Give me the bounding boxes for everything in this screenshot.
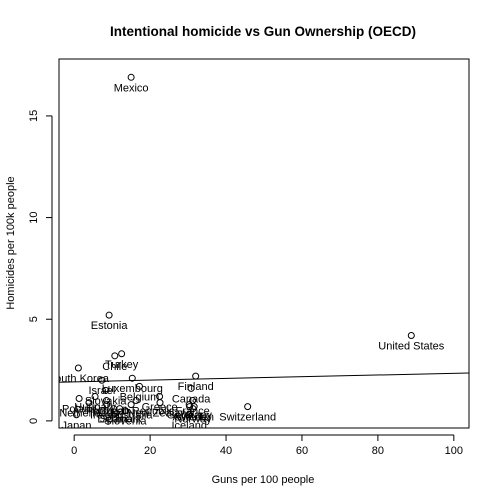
x-tick-label: 80 xyxy=(372,445,384,457)
x-axis-label: Guns per 100 people xyxy=(212,474,315,486)
point-label: Luxembourg xyxy=(102,383,163,395)
y-tick-label: 5 xyxy=(28,316,40,322)
data-point xyxy=(135,382,143,390)
point-label: Turkey xyxy=(105,359,139,371)
point-label: Estonia xyxy=(91,320,129,332)
x-tick-label: 20 xyxy=(144,445,156,457)
data-points xyxy=(72,73,415,419)
x-tick-label: 100 xyxy=(445,445,463,457)
y-axis: 0 5 10 15 xyxy=(28,110,53,424)
y-tick-label: 0 xyxy=(28,418,40,424)
y-tick-label: 15 xyxy=(28,110,40,122)
data-point xyxy=(407,331,415,339)
point-label: Ireland xyxy=(90,410,124,422)
data-point xyxy=(74,364,82,372)
point-label: Spain xyxy=(100,414,128,426)
x-tick-label: 60 xyxy=(296,445,308,457)
x-axis: 0 20 40 60 80 100 xyxy=(71,434,463,457)
x-tick-label: 0 xyxy=(71,445,77,457)
point-label: Denmark xyxy=(97,414,142,426)
y-axis-label: Homicides per 100k people xyxy=(5,176,17,309)
data-point xyxy=(102,386,110,394)
trendline-segment xyxy=(58,372,470,383)
data-point xyxy=(98,376,106,384)
data-point xyxy=(103,401,111,409)
point-label: United States xyxy=(378,340,445,352)
plot-frame xyxy=(58,58,470,429)
x-tick-label: 40 xyxy=(220,445,232,457)
data-point xyxy=(244,403,252,411)
data-point xyxy=(118,350,126,358)
data-point xyxy=(187,384,195,392)
data-point xyxy=(127,73,135,81)
point-label: Germany xyxy=(167,410,213,422)
point-label: Canada xyxy=(172,393,211,405)
point-label: South Korea xyxy=(48,373,110,385)
data-point xyxy=(75,395,83,403)
y-tick-label: 10 xyxy=(28,211,40,223)
point-label: Czech Republic xyxy=(98,406,176,418)
point-label: Switzerland xyxy=(219,412,276,424)
point-label: Japan xyxy=(61,420,91,432)
point-label: Belgium xyxy=(120,391,160,403)
data-point xyxy=(132,397,140,405)
point-label: Slovenia xyxy=(104,416,147,428)
point-label: Sweden xyxy=(174,412,214,424)
data-point xyxy=(156,399,164,407)
point-label: France xyxy=(176,406,210,418)
point-label: Portugal xyxy=(86,406,127,418)
point-label: Norway xyxy=(174,414,212,426)
point-label: Poland xyxy=(62,404,96,416)
data-point xyxy=(185,411,193,419)
point-label: Netherlands xyxy=(59,408,119,420)
data-point xyxy=(105,311,113,319)
data-point xyxy=(189,405,197,413)
data-point xyxy=(121,407,129,415)
chart-title: Intentional homicide vs Gun Ownership (O… xyxy=(110,24,416,39)
point-label: Slovakia xyxy=(85,395,127,407)
point-label: Greece xyxy=(142,401,178,413)
data-point xyxy=(111,352,119,360)
point-label: Hungary xyxy=(74,401,116,413)
point-label: Mexico xyxy=(114,82,149,94)
point-label: Iceland xyxy=(171,420,206,432)
point-label: Israel xyxy=(88,385,115,397)
data-point xyxy=(127,401,135,409)
point-label: Austria xyxy=(172,412,207,424)
data-point xyxy=(72,411,80,419)
data-point xyxy=(192,372,200,380)
point-label: Chile xyxy=(102,361,127,373)
data-point xyxy=(91,392,99,400)
point-label: New Zealand xyxy=(128,408,193,420)
point-label: Finland xyxy=(178,381,214,393)
point-label: Australia xyxy=(110,410,154,422)
data-point xyxy=(128,374,136,382)
data-point xyxy=(102,397,110,405)
trendline xyxy=(58,372,470,383)
data-point xyxy=(85,399,93,407)
